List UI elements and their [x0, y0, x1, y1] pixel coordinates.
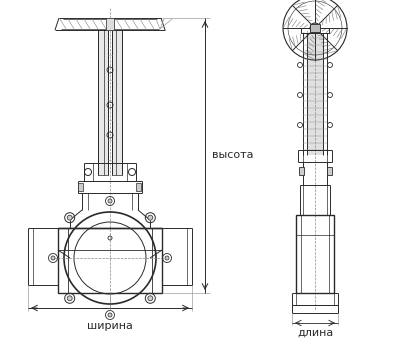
Text: ширина: ширина [87, 321, 133, 331]
Bar [98, 30, 108, 175]
Bar [78, 183, 83, 191]
Bar [136, 183, 141, 191]
Bar [299, 167, 304, 175]
Circle shape [67, 296, 72, 301]
Bar [301, 28, 329, 33]
Bar [112, 30, 122, 175]
Bar [307, 33, 323, 155]
Circle shape [108, 199, 112, 203]
Circle shape [310, 23, 320, 33]
Bar [106, 18, 114, 30]
Circle shape [148, 215, 153, 220]
Bar [58, 228, 162, 293]
Circle shape [108, 313, 112, 317]
Bar [310, 24, 320, 32]
Circle shape [165, 256, 169, 260]
Bar [296, 215, 334, 293]
Circle shape [148, 296, 153, 301]
Text: высота: высота [212, 150, 254, 160]
Circle shape [51, 256, 55, 260]
Text: длина: длина [297, 328, 333, 338]
Bar [327, 167, 332, 175]
Circle shape [67, 215, 72, 220]
